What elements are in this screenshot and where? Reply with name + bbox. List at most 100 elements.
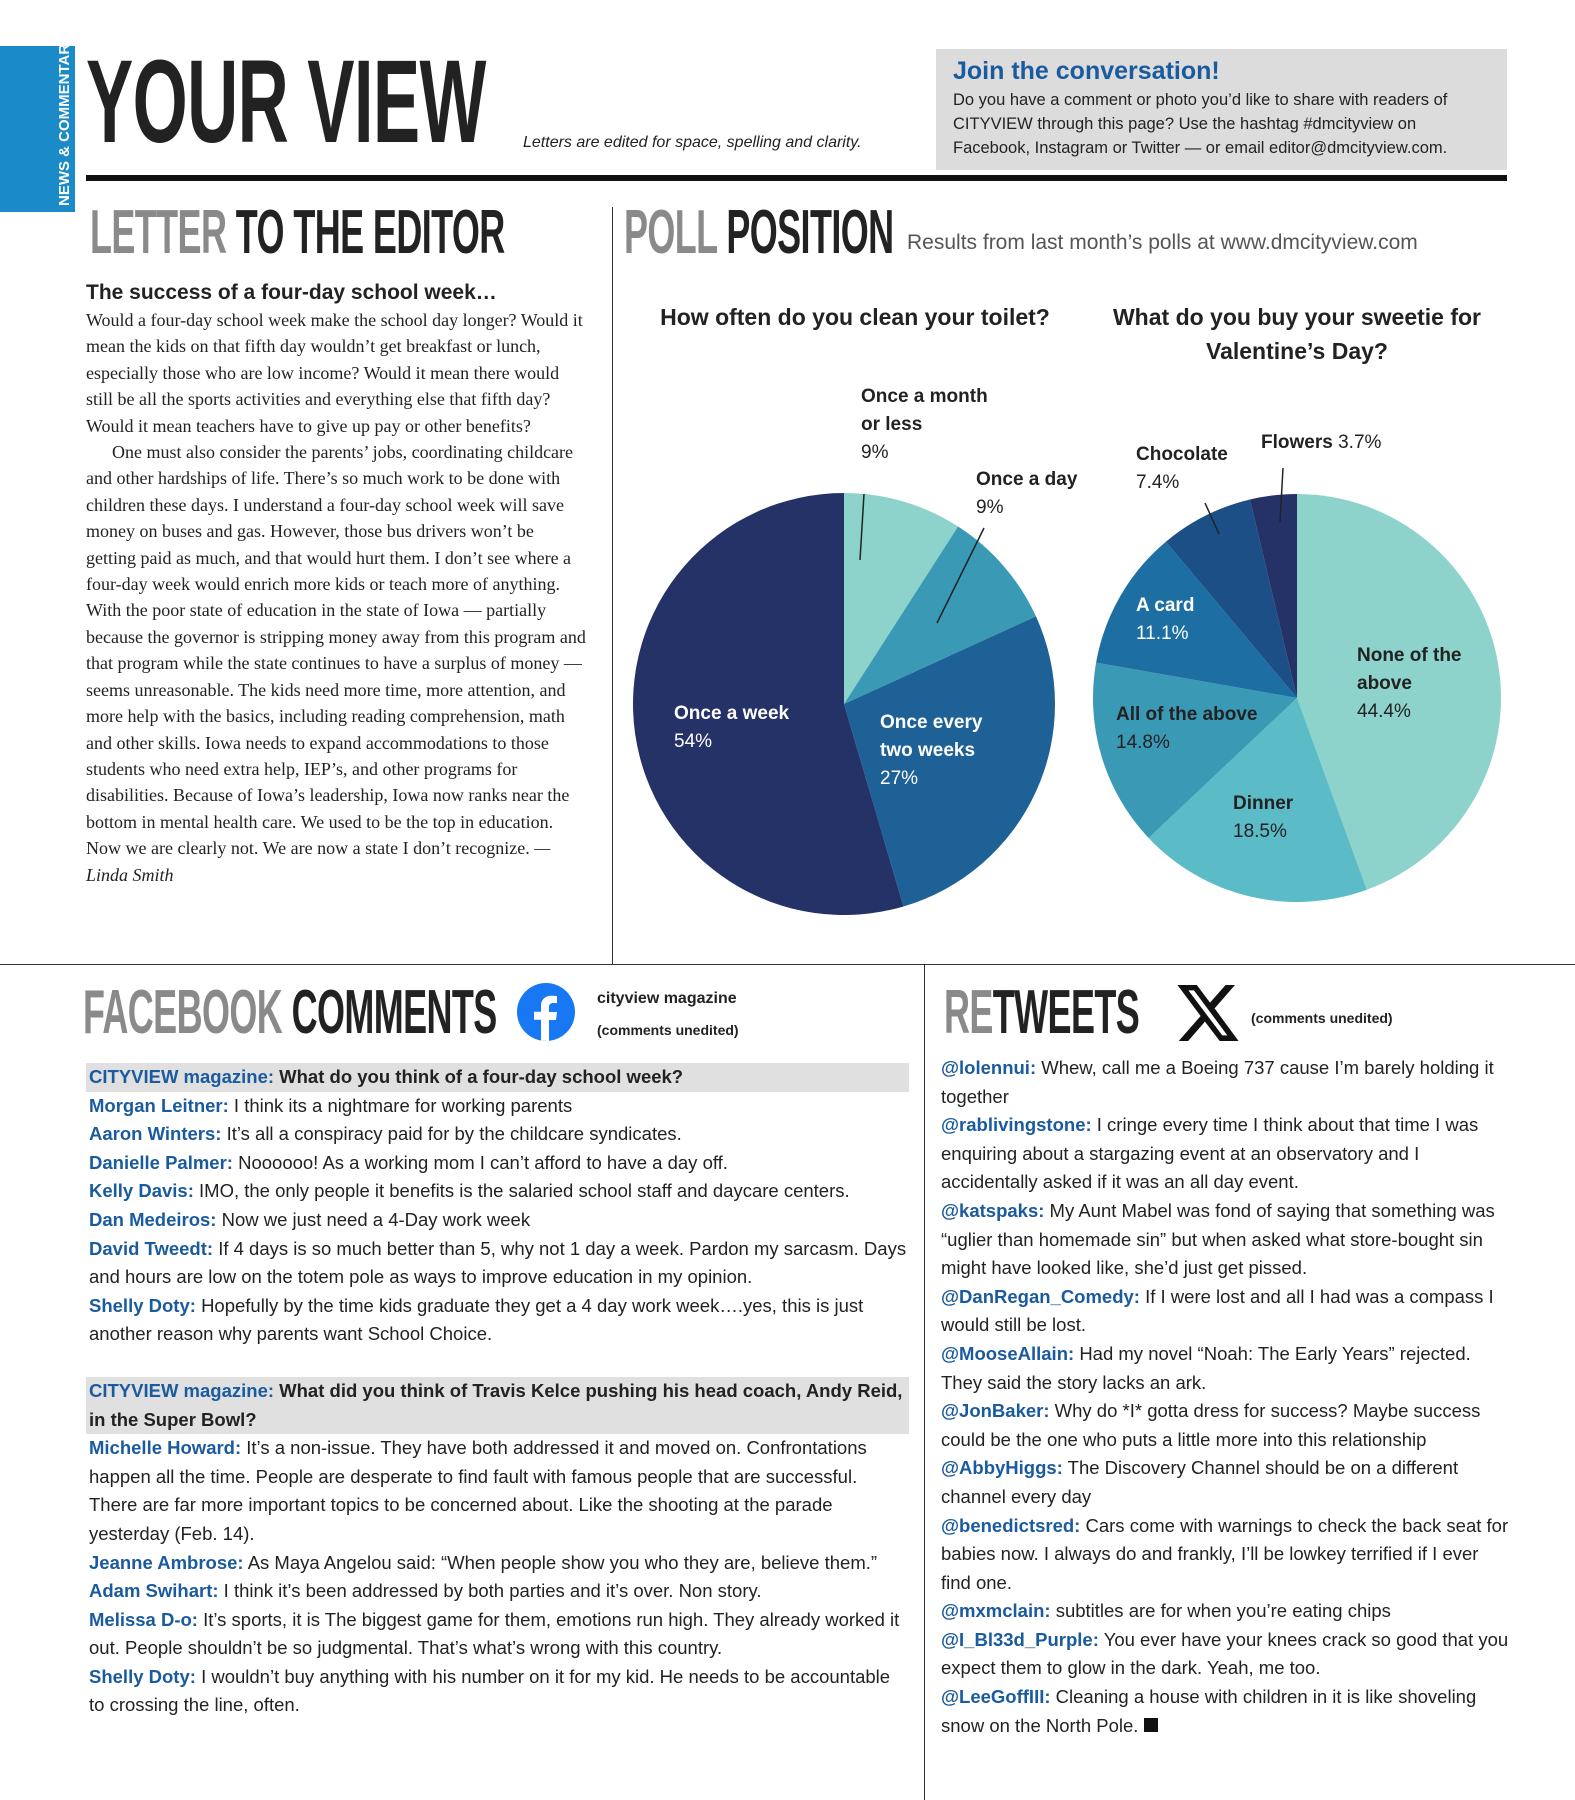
slice-label: Once a week 54% [674,700,824,756]
tweet: @katspaks: My Aunt Mabel was fond of say… [941,1197,1509,1283]
commenter: Jeanne Ambrose: [89,1551,244,1573]
tweet: @benedictsred: Cars come with warnings t… [941,1512,1509,1598]
pie-slice [633,493,904,915]
paragraph: Would a four-day school week make the sc… [86,310,583,436]
category-label: Once every two weeks [880,712,983,761]
note: (comments unedited) [1251,1010,1393,1026]
paragraph: One must also consider the parents’ jobs… [86,442,586,885]
section-heading: RETWEETS [944,978,1140,1047]
comment: Dan Medeiros: Now we just need a 4-Day w… [86,1206,909,1235]
tweet: @I_Bl33d_Purple: You ever have your knee… [941,1626,1509,1683]
handle: @DanRegan_Comedy: [941,1285,1140,1307]
comment-text: I think its a nightmare for working pare… [233,1094,573,1116]
tweet: @rablivingstone: I cringe every time I t… [941,1111,1509,1197]
slice-label: Once a day 9% [976,466,1126,522]
handle: @MooseAllain: [941,1342,1075,1364]
heading-black: POSITION [726,198,894,267]
tweet: @lolennui: Whew, call me a Boeing 737 ca… [941,1054,1509,1111]
pie-slice [844,493,959,704]
comment-text: Now we just need a 4-Day work week [221,1208,531,1230]
commenter: Morgan Leitner: [89,1094,229,1116]
heading-gray: LETTER [90,198,227,267]
value-label: 9% [976,497,1004,518]
source: CITYVIEW magazine: [89,1379,275,1401]
pie-slice [1165,499,1297,698]
question-text: What do you think of a four-day school w… [279,1066,684,1087]
handle: @LeeGoffIII: [941,1686,1051,1708]
question: CITYVIEW magazine: What do you think of … [86,1063,909,1092]
handle: @katspaks: [941,1199,1045,1221]
comment-text: It’s sports, it is The biggest game for … [89,1608,900,1659]
value-label: 54% [674,731,713,752]
commenter: Melissa D-o: [89,1608,198,1630]
chart-title: How often do you clean your toilet? [660,304,1050,330]
tweet-text: My Aunt Mabel was fond of saying that so… [941,1199,1495,1279]
leader-line [936,527,985,624]
comment: David Tweedt: If 4 days is so much bette… [86,1235,909,1292]
section-heading: FACEBOOK COMMENTS [83,980,497,1046]
pie-slice [1297,494,1501,890]
join-box: Join the conversation! Do you have a com… [936,49,1507,170]
pie-slice [844,616,1055,907]
category-label: A card [1136,595,1195,616]
tweet-text: I cringe every time I think about that t… [941,1114,1479,1193]
leader-line [859,493,865,561]
category-label: Once a week [674,703,790,724]
slice-label: Flowers 3.7% [1261,429,1481,457]
tweet-text: Whew, call me a Boeing 737 cause I’m bar… [941,1057,1494,1107]
value-label: 18.5% [1233,821,1287,842]
category-label: Flowers [1261,432,1333,453]
category-label: Once a month or less [861,386,988,435]
commenter: Adam Swihart: [89,1580,219,1602]
tweet: @mxmclain: subtitles are for when you’re… [941,1597,1509,1626]
slice-label: None of the above 44.4% [1357,642,1477,726]
tweet-text: Cars come with warnings to check the bac… [941,1514,1509,1593]
comment: Danielle Palmer: Noooooo! As a working m… [86,1149,909,1178]
signature: — Linda Smith [86,838,551,885]
value-label: 14.8% [1116,732,1170,753]
slice-label: Once every two weeks 27% [880,709,1010,793]
comment: Adam Swihart: I think it’s been addresse… [86,1577,909,1606]
heading-gray: FACEBOOK [83,978,283,1047]
value-label: 9% [861,442,889,463]
divider [924,964,925,1800]
facebook-icon [517,983,575,1041]
letter-subtitle: The success of a four-day school week… [86,281,497,304]
comment-text: It’s all a conspiracy paid for by the ch… [226,1123,682,1145]
slice-label: Once a month or less 9% [861,383,1011,467]
tweet-text: Why do *I* gotta dress for success? Mayb… [941,1400,1481,1450]
slice-label: Dinner 18.5% [1233,790,1383,846]
comment-text: I think it’s been addressed by both part… [223,1580,762,1602]
value-label: 44.4% [1357,701,1411,722]
pie-slice [844,526,1036,704]
pie-slice [1093,662,1297,838]
comment-text: IMO, the only people it benefits is the … [199,1180,850,1202]
leader-line [1204,502,1220,535]
letter-body: Would a four-day school week make the sc… [86,307,588,888]
value-label: 7.4% [1136,472,1180,493]
comment: Shelly Doty: I wouldn’t buy anything wit… [86,1663,909,1720]
commenter: Michelle Howard: [89,1437,242,1459]
heading-black: TWEETS [992,978,1140,1047]
tweet: @MooseAllain: Had my novel “Noah: The Ea… [941,1340,1509,1397]
account: cityview magazine [597,990,737,1007]
handle: @lolennui: [941,1057,1037,1078]
question-text: What did you think of Travis Kelce pushi… [89,1379,903,1430]
handle: @benedictsred: [941,1514,1081,1536]
tweet-text: Cleaning a house with children in it is … [941,1686,1477,1736]
tweet: @AbbyHiggs: The Discovery Channel should… [941,1454,1509,1511]
slice-label: A card 11.1% [1136,592,1286,648]
commenter: Aaron Winters: [89,1123,222,1145]
comment-text: If 4 days is so much better than 5, why … [89,1237,907,1288]
pie-charts [633,467,1501,915]
heading-black: COMMENTS [291,978,498,1047]
heading-black: TO THE EDITOR [235,198,505,267]
commenter: Shelly Doty: [89,1294,196,1316]
comment: Michelle Howard: It’s a non-issue. They … [86,1434,909,1548]
rule [86,175,1507,181]
comment: Morgan Leitner: I think its a nightmare … [86,1092,909,1121]
section-heading: LETTER TO THE EDITOR [90,200,505,266]
comment-text: As Maya Angelou said: “When people show … [247,1551,878,1573]
value-label: 11.1% [1136,623,1189,644]
